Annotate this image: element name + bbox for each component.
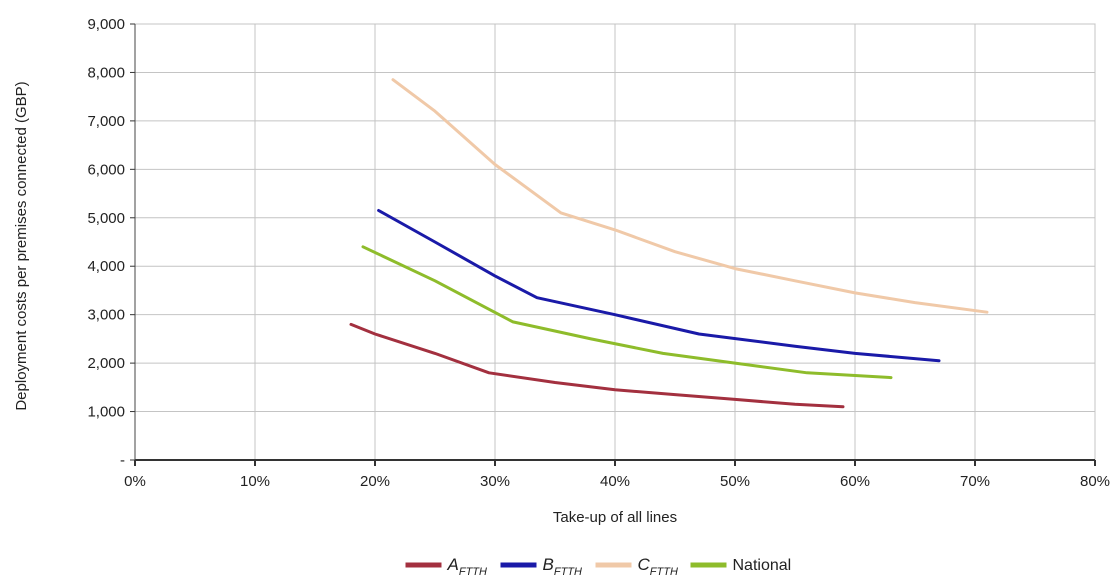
y-tick-label: 4,000 — [87, 258, 125, 275]
y-tick-label: 5,000 — [87, 210, 125, 227]
y-tick-label: 2,000 — [87, 355, 125, 372]
legend: AFTTH BFTTH CFTTH National — [405, 555, 792, 578]
x-tick-label: 40% — [600, 473, 630, 490]
x-tick-label: 80% — [1080, 473, 1110, 490]
x-tick-label: 10% — [240, 473, 270, 490]
series-line-c — [391, 78, 989, 314]
y-tick-label: 3,000 — [87, 307, 125, 324]
x-tick-label: 50% — [720, 473, 750, 490]
y-tick-label: 6,000 — [87, 161, 125, 178]
grid-lines — [135, 23, 1096, 460]
legend-label-b: BFTTH — [543, 555, 583, 578]
y-tick-label: 9,000 — [87, 16, 125, 33]
x-tick-label: 30% — [480, 473, 510, 490]
x-tick-label: 60% — [840, 473, 870, 490]
series-line-national — [361, 245, 893, 380]
x-tick-label: 20% — [360, 473, 390, 490]
y-axis-title: Deployment costs per premises connected … — [13, 81, 30, 410]
y-tick-label: 1,000 — [87, 404, 125, 421]
x-tick-label: 70% — [960, 473, 990, 490]
axes — [130, 23, 1096, 466]
series-line-b — [377, 209, 941, 363]
series-lines — [349, 78, 989, 409]
series-line-a — [349, 322, 845, 409]
x-axis-title: Take-up of all lines — [553, 509, 677, 526]
y-tick-label: - — [120, 452, 125, 469]
tick-labels: - 1,000 2,000 3,000 4,000 5,000 6,000 7,000 8,00… — [87, 16, 1110, 490]
legend-label-c: CFTTH — [638, 555, 678, 578]
y-tick-label: 7,000 — [87, 113, 125, 130]
legend-label-national: National — [733, 557, 792, 574]
x-tick-label: 0% — [124, 473, 146, 490]
legend-label-a: AFTTH — [447, 555, 488, 578]
y-tick-label: 8,000 — [87, 64, 125, 81]
